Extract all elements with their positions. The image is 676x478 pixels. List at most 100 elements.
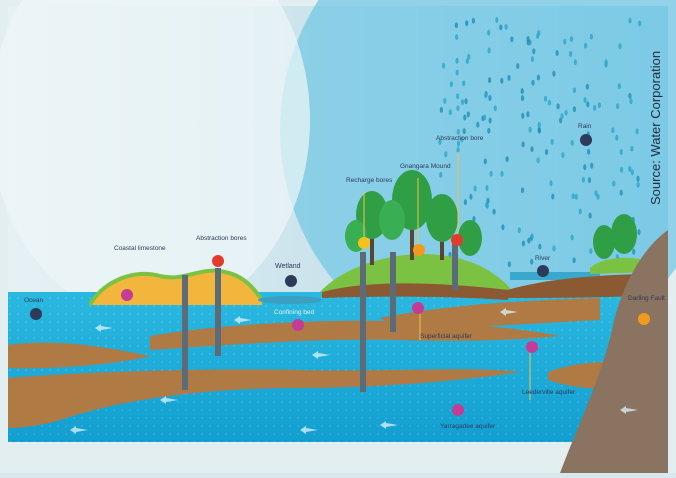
- rain-drop: [460, 136, 464, 143]
- rain-drop: [520, 88, 524, 95]
- source-credit: Source: Water Corporation: [648, 51, 663, 205]
- label-wetland: Wetland: [275, 263, 301, 270]
- bore-2: [215, 268, 221, 356]
- rain-drop: [588, 212, 592, 219]
- bores: [182, 244, 458, 392]
- rain-drop: [507, 261, 511, 268]
- flow-arrows: [70, 308, 638, 434]
- rain-drop: [536, 33, 540, 39]
- flow-arrow: [95, 324, 113, 332]
- rain-drop: [572, 106, 577, 113]
- rain-drop: [463, 114, 467, 121]
- rain-drop: [467, 53, 471, 60]
- wetland-water: [258, 296, 322, 304]
- rain-drop: [466, 111, 470, 118]
- rain-drop: [520, 187, 525, 194]
- rain-drop: [528, 126, 532, 133]
- rain-drop: [570, 234, 574, 241]
- marker-yarragadee-aquifer: [452, 404, 464, 416]
- rain-drop: [521, 141, 525, 148]
- gnangara-mound-grass: [320, 254, 510, 294]
- rain-drop: [476, 121, 480, 128]
- marker-rain: [580, 134, 592, 146]
- rain-drop: [573, 59, 578, 66]
- label-abstraction-bore-right: Abstraction bore: [436, 135, 484, 142]
- rain-drop: [462, 80, 466, 87]
- rain-drop: [499, 24, 503, 31]
- flow-arrow: [500, 308, 518, 316]
- rain-drop: [526, 111, 530, 118]
- rain-drop: [454, 22, 458, 29]
- label-gnangara-mound: Gnangara Mound: [400, 163, 451, 170]
- rain-drop: [572, 87, 577, 94]
- rain-drop: [637, 229, 641, 236]
- rain-drop: [449, 81, 453, 88]
- rain-drop: [463, 199, 467, 206]
- rain-drop: [597, 102, 602, 109]
- label-superficial-aquifer: Superficial aquifer: [420, 333, 473, 340]
- marker-abstraction-bores-left: [212, 255, 224, 267]
- rain-drop: [537, 121, 541, 128]
- rain-drop: [465, 58, 469, 65]
- river-water: [510, 272, 600, 280]
- label-ocean: Ocean: [24, 297, 44, 304]
- rain-drop: [617, 83, 621, 90]
- rain-drop: [531, 79, 535, 86]
- rain-drop: [455, 57, 459, 64]
- clay-layer-right-upper: [380, 298, 600, 328]
- rain-drop: [485, 185, 489, 191]
- rain-drop: [456, 140, 461, 147]
- rain-drop: [615, 134, 619, 141]
- rain-drop: [472, 216, 476, 222]
- clay-layer-right-lower: [548, 362, 610, 389]
- rain-drop: [611, 127, 615, 134]
- rain-drop: [500, 170, 504, 177]
- rain-drop: [530, 146, 534, 153]
- flow-arrow: [160, 396, 178, 404]
- rain-drop: [521, 240, 526, 247]
- rain-drop: [569, 51, 573, 57]
- rain-drop: [552, 245, 556, 252]
- rain-drop: [501, 224, 505, 231]
- rain-drop: [492, 208, 496, 215]
- bore-5: [452, 244, 458, 290]
- rain-drop: [569, 36, 574, 43]
- gnangara-mound-soil: [322, 283, 508, 300]
- rain-drop: [583, 97, 587, 103]
- rain-drop: [587, 177, 592, 184]
- bore-3: [360, 252, 366, 392]
- rain-drop: [455, 34, 459, 41]
- rain-drop: [628, 165, 632, 172]
- rain-drop: [483, 114, 487, 121]
- flow-arrow: [300, 426, 318, 434]
- rain-drop: [578, 208, 582, 215]
- bore-1: [182, 275, 188, 390]
- rain-drop: [483, 158, 487, 165]
- rain-drop: [465, 20, 469, 27]
- label-yarragadee-aquifer: Yarragadee aquifer: [440, 423, 496, 430]
- rain-drop: [638, 20, 642, 27]
- marker-leederville-aquifer: [526, 341, 538, 353]
- clay-layer-left-upper: [8, 342, 150, 369]
- rain-drop: [526, 35, 530, 42]
- river-bank-soil: [500, 274, 640, 298]
- rain-drop: [596, 193, 600, 200]
- rain-drop: [517, 227, 521, 234]
- rain-drop: [585, 83, 590, 90]
- rain-drop: [439, 106, 443, 113]
- rain-drop: [439, 171, 443, 178]
- marker-superficial-aquifer: [412, 302, 424, 314]
- rain-drop: [505, 156, 509, 163]
- rain-drop: [504, 23, 508, 30]
- rain-drop: [563, 38, 567, 45]
- rain-drop: [471, 17, 475, 24]
- rain-drop: [521, 112, 525, 119]
- rain-drop: [612, 180, 616, 187]
- rain-drop: [543, 95, 548, 102]
- rain-drop: [455, 69, 459, 76]
- rain-drop: [561, 152, 565, 159]
- trees-river: [593, 214, 637, 259]
- rain-drop: [590, 162, 594, 169]
- flow-arrow: [70, 426, 88, 434]
